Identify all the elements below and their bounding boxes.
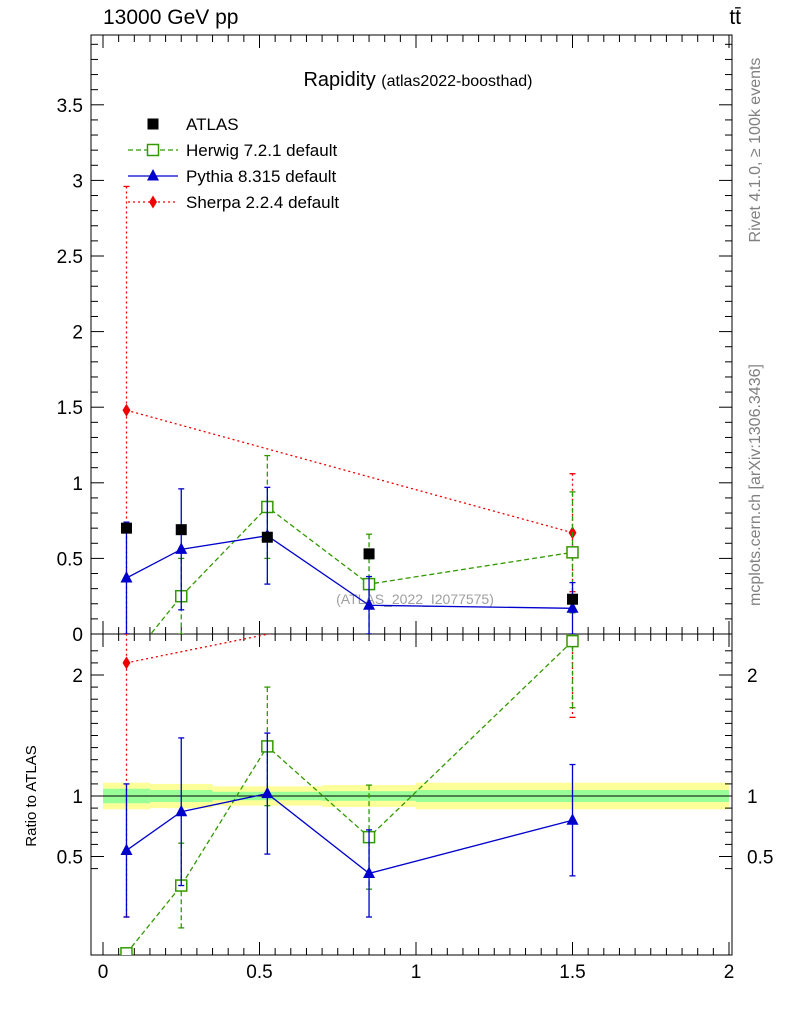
- atlas-marker: [567, 593, 578, 605]
- y-tick-label: 2: [72, 323, 83, 344]
- pythia-marker: [120, 843, 133, 855]
- legend-label-herwig: Herwig 7.2.1 default: [186, 141, 337, 160]
- y-tick-label-zero: 0: [72, 625, 83, 646]
- ratio-y-tick-label-right: 0.5: [747, 848, 773, 869]
- x-tick-label: 1: [411, 962, 422, 983]
- sherpa-line: [126, 409, 573, 534]
- y-tick-label: 3: [72, 171, 83, 192]
- sherpa-line: [126, 634, 272, 664]
- analysis-id-label: (ATLAS_2022_I2077575): [336, 591, 494, 607]
- pythia-marker: [147, 169, 159, 181]
- x-tick-label: 0.5: [246, 962, 272, 983]
- pythia-marker: [566, 813, 579, 825]
- chart-title: Rapidity (atlas2022-boosthad): [303, 69, 532, 91]
- ratio-band-group: [103, 782, 729, 810]
- pythia-marker: [175, 804, 188, 817]
- atlas-marker: [175, 524, 187, 536]
- ratio-y-tick-label: 2: [72, 666, 83, 687]
- ratio-y-tick-label-right: 2: [747, 666, 758, 687]
- herwig-line: [149, 506, 573, 634]
- pythia-marker: [261, 786, 274, 799]
- legend-label-data: ATLAS: [186, 115, 239, 134]
- y-tick-label: 1: [72, 474, 83, 495]
- sherpa-marker: [122, 656, 131, 670]
- legend-label-pythia: Pythia 8.315 default: [186, 167, 337, 186]
- legend: ATLAS Herwig 7.2.1 default Pythia 8.315 de…: [128, 115, 339, 212]
- atlas-marker: [363, 548, 375, 560]
- main-data-series: [120, 522, 578, 605]
- legend-label-sherpa: Sherpa 2.2.4 default: [186, 193, 339, 212]
- header-final-state-label: tt̄: [729, 6, 741, 29]
- herwig-marker: [566, 634, 579, 648]
- y-tick-label: 0.5: [57, 549, 83, 570]
- header-process-label: 13000 GeV pp: [103, 6, 239, 29]
- sherpa-marker: [122, 403, 131, 417]
- herwig-marker: [146, 143, 160, 157]
- y-tick-label: 3.5: [57, 96, 83, 117]
- main-pythia-series: [120, 486, 579, 634]
- ratio-y-tick-label: 1: [72, 787, 83, 808]
- pythia-marker: [363, 598, 376, 610]
- x-tick-label: 2: [724, 962, 735, 983]
- pythia-marker: [566, 601, 579, 613]
- atlas-marker: [147, 118, 159, 130]
- sherpa-marker: [149, 195, 157, 209]
- ratio-y-axis-label: Ratio to ATLAS: [23, 745, 40, 846]
- ratio-y-tick-label-right: 1: [747, 787, 758, 808]
- pythia-marker: [120, 571, 133, 583]
- ratio-y-tick-label: 0.5: [57, 848, 83, 869]
- ratio-sherpa-series: [122, 634, 576, 918]
- herwig-marker: [566, 546, 579, 559]
- y-tick-label: 2.5: [57, 247, 83, 268]
- pythia-marker: [175, 542, 188, 554]
- pythia-marker: [363, 866, 376, 878]
- atlas-marker: [120, 522, 132, 534]
- ratio-pythia-series: [120, 732, 579, 918]
- herwig-marker: [120, 947, 133, 955]
- x-tick-label: 1.5: [559, 962, 585, 983]
- x-tick-label: 0: [98, 962, 109, 983]
- main-sherpa-series: [122, 185, 577, 634]
- y-tick-label: 1.5: [57, 398, 83, 419]
- ratio-plot-frame: [90, 633, 733, 956]
- atlas-marker: [261, 531, 273, 543]
